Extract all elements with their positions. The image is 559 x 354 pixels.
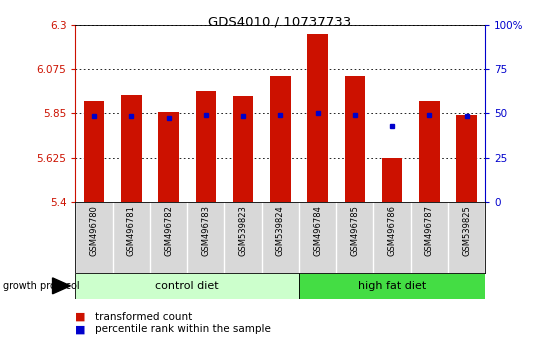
Text: transformed count: transformed count bbox=[95, 312, 192, 322]
Text: GSM496782: GSM496782 bbox=[164, 205, 173, 256]
Text: control diet: control diet bbox=[155, 281, 219, 291]
Bar bbox=[75, 273, 299, 299]
Polygon shape bbox=[53, 278, 70, 294]
Bar bbox=[84, 102, 105, 202]
Text: percentile rank within the sample: percentile rank within the sample bbox=[95, 324, 271, 334]
Bar bbox=[307, 34, 328, 202]
Text: GSM496781: GSM496781 bbox=[127, 205, 136, 256]
Text: GSM539823: GSM539823 bbox=[239, 205, 248, 256]
Text: GSM496784: GSM496784 bbox=[313, 205, 322, 256]
Text: GSM539824: GSM539824 bbox=[276, 205, 285, 256]
Bar bbox=[419, 102, 439, 202]
Bar bbox=[233, 96, 253, 202]
Text: growth protocol: growth protocol bbox=[3, 281, 79, 291]
Bar bbox=[121, 95, 141, 202]
Bar bbox=[456, 115, 477, 202]
Text: GSM496783: GSM496783 bbox=[201, 205, 210, 256]
Text: ■: ■ bbox=[75, 312, 86, 322]
Text: GSM539825: GSM539825 bbox=[462, 205, 471, 256]
Text: GSM496786: GSM496786 bbox=[387, 205, 396, 256]
Bar bbox=[382, 158, 402, 202]
Bar bbox=[344, 76, 365, 202]
Bar bbox=[196, 91, 216, 202]
Text: high fat diet: high fat diet bbox=[358, 281, 426, 291]
Text: GDS4010 / 10737733: GDS4010 / 10737733 bbox=[208, 16, 351, 29]
Text: GSM496787: GSM496787 bbox=[425, 205, 434, 256]
Text: GSM496785: GSM496785 bbox=[350, 205, 359, 256]
Text: ■: ■ bbox=[75, 324, 86, 334]
Bar bbox=[158, 112, 179, 202]
Bar bbox=[299, 273, 485, 299]
Text: GSM496780: GSM496780 bbox=[89, 205, 98, 256]
Bar bbox=[270, 76, 291, 202]
